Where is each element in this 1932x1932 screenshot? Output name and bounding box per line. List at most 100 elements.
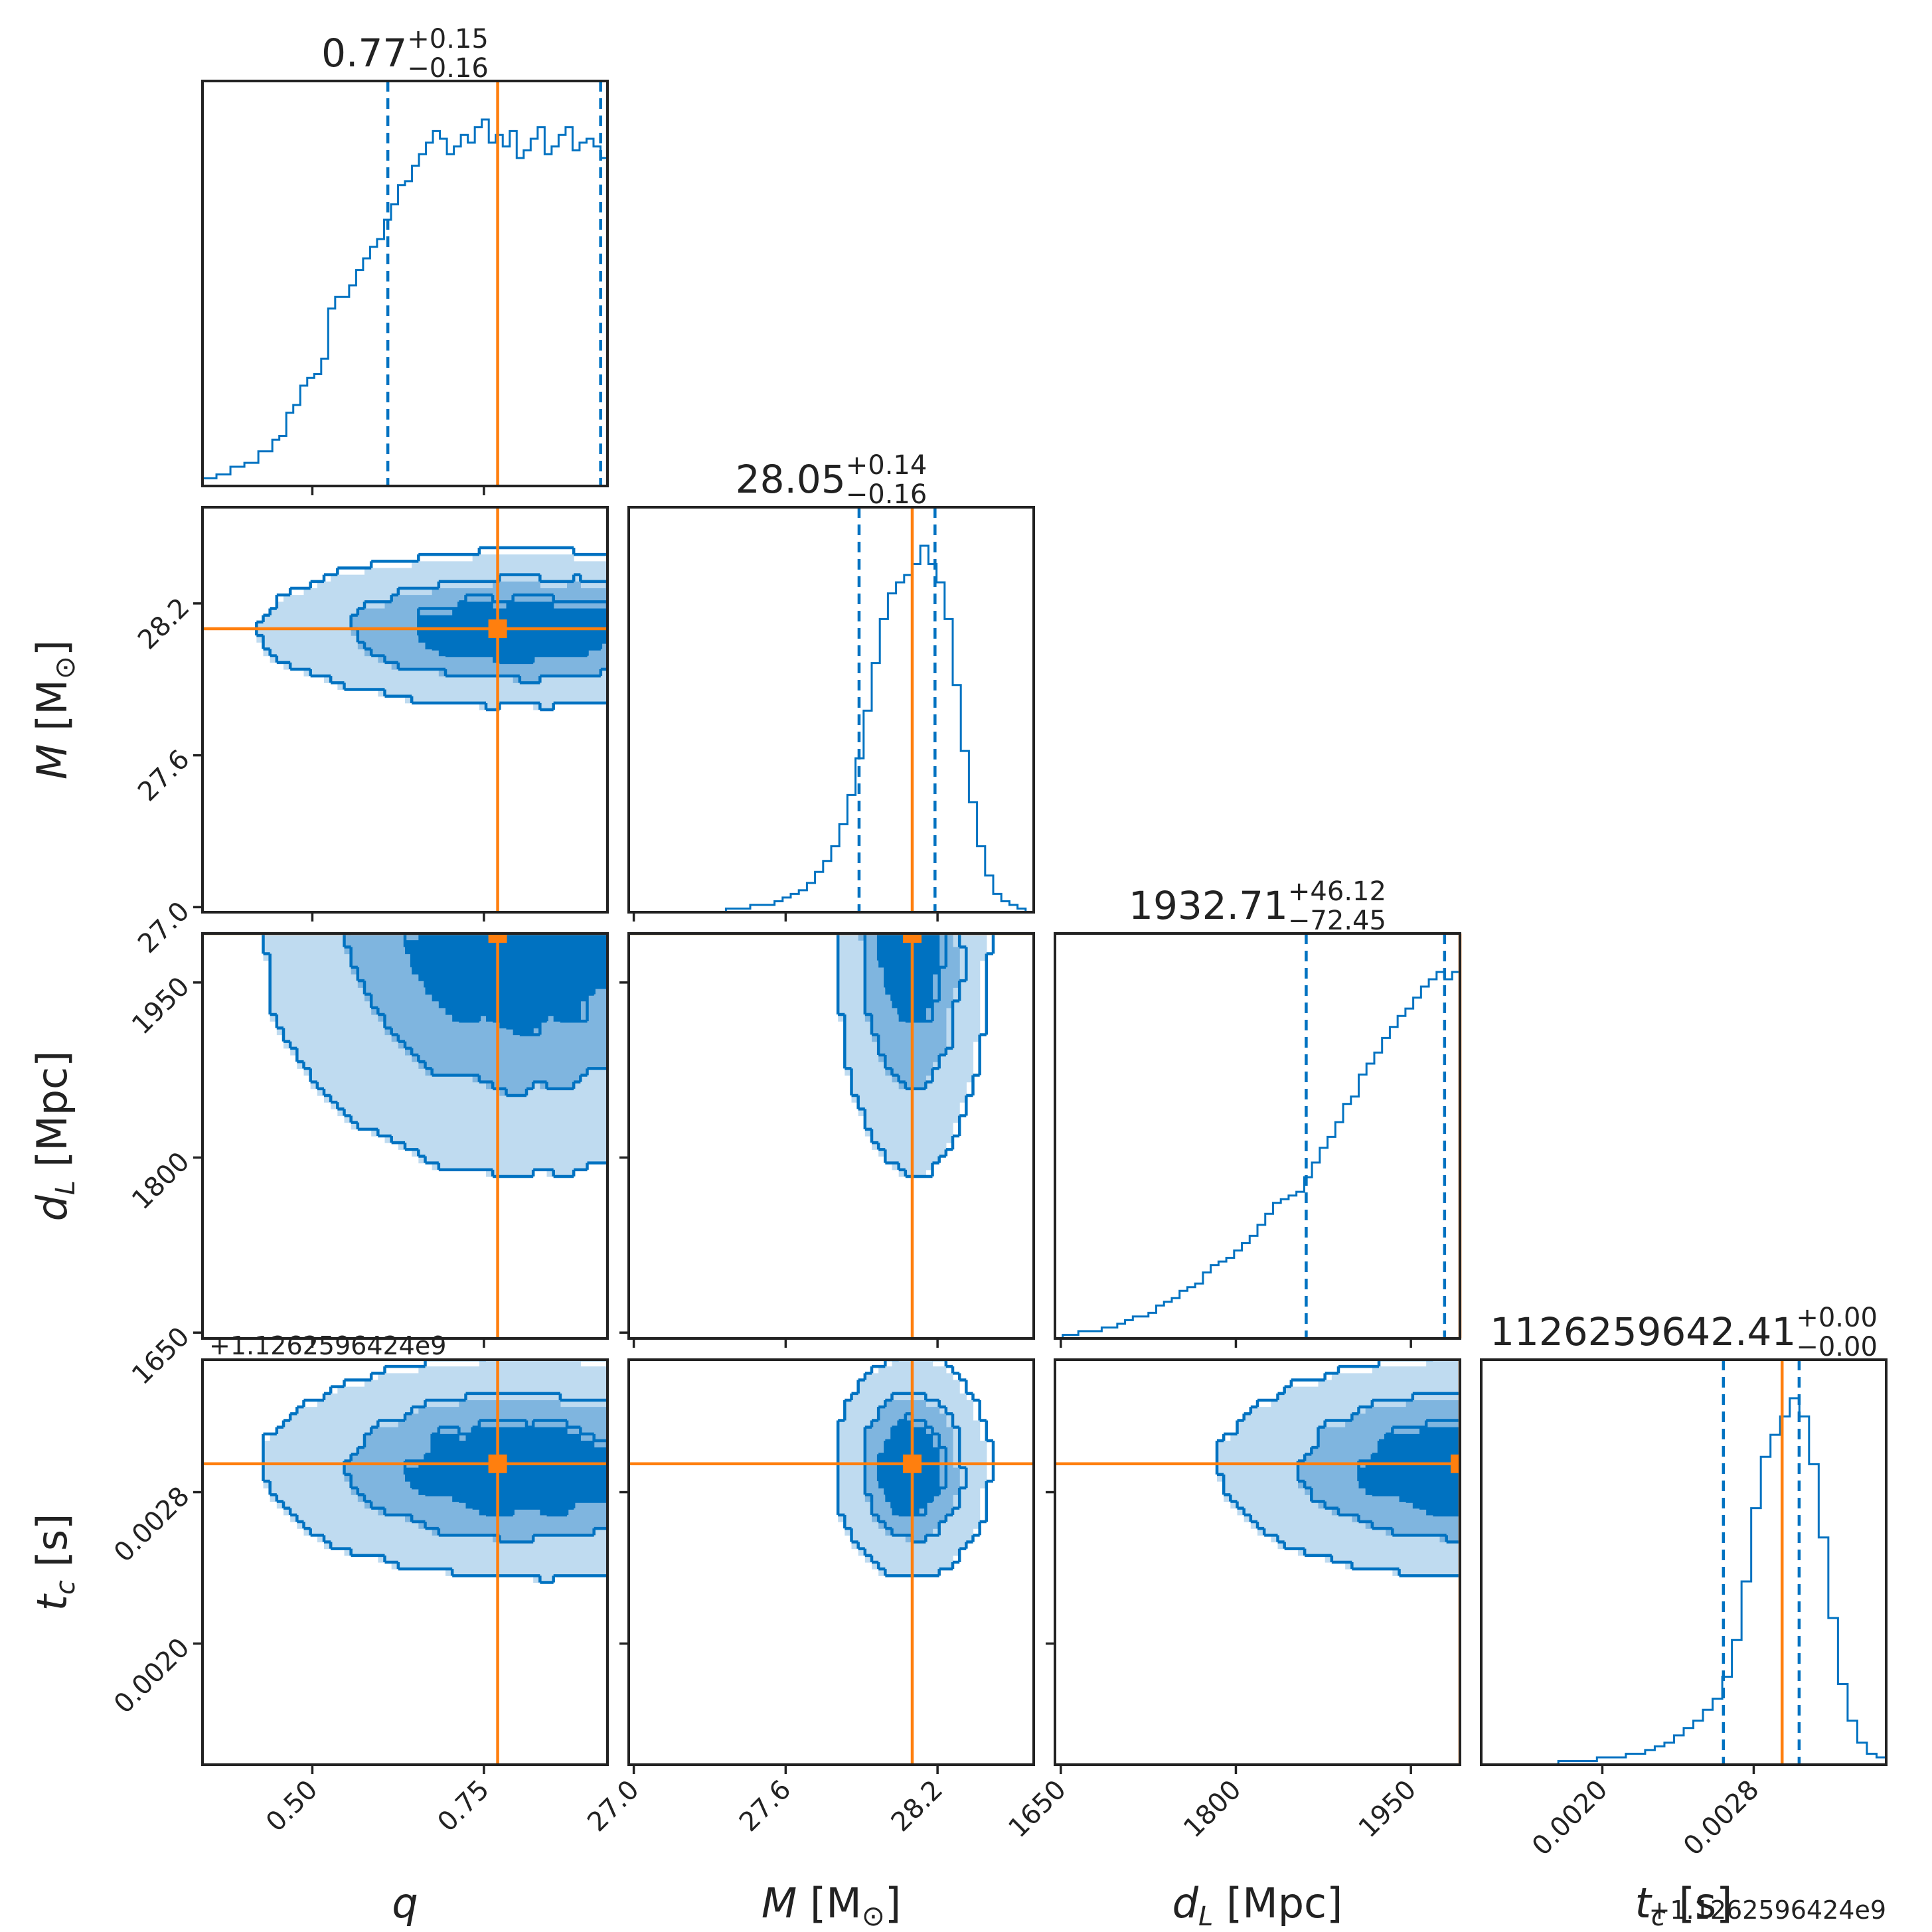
density-panel-tc-vs-q bbox=[201, 1358, 609, 1766]
truth-marker bbox=[488, 619, 507, 638]
panel-background bbox=[1481, 1360, 1886, 1765]
truth-marker bbox=[1451, 1454, 1460, 1473]
axis-unit-close: ] bbox=[28, 640, 76, 656]
contour-line-level-3 bbox=[403, 1419, 607, 1517]
axis-unit: [s] bbox=[28, 1514, 76, 1580]
contour-line-level-2 bbox=[349, 573, 607, 684]
density-panel-dL-vs-M bbox=[627, 932, 1035, 1340]
axis-subscript: ⊙ bbox=[48, 656, 81, 679]
axis-symbol: d bbox=[1172, 1879, 1199, 1927]
axis-unit: [s] bbox=[1666, 1879, 1732, 1927]
axis-symbol: q bbox=[392, 1879, 418, 1927]
axis-label-tc: tc [s] bbox=[1635, 1879, 1733, 1932]
panel-title-M: 28.05+0.14 −0.16 bbox=[736, 450, 927, 510]
x-tick-label-dL: 1800 bbox=[1178, 1775, 1248, 1844]
axis-unit-open: [M bbox=[28, 679, 76, 744]
y-tick-label-dL: 1650 bbox=[126, 1321, 196, 1391]
axis-symbol: d bbox=[28, 1194, 76, 1221]
panel-title-dL: 1932.71+46.12 −72.45 bbox=[1129, 876, 1386, 936]
y-tick-label-tc: 0.0028 bbox=[108, 1481, 195, 1568]
axis-unit-open: [M bbox=[797, 1879, 861, 1927]
density-panel-M-vs-q bbox=[201, 506, 609, 914]
density-panel-dL-vs-q bbox=[201, 932, 609, 1340]
x-tick-label-q: 0.50 bbox=[260, 1775, 324, 1838]
contour-line-level-2 bbox=[343, 1392, 607, 1544]
contours bbox=[202, 507, 607, 912]
contour-line-level-3 bbox=[876, 933, 948, 1023]
contours bbox=[202, 1360, 607, 1765]
x-tick-label-q: 0.75 bbox=[432, 1775, 495, 1838]
axis-unit: [Mpc] bbox=[1213, 1879, 1342, 1927]
contour-line-level-1 bbox=[255, 546, 607, 712]
y-offset-text: +1.1262596424e9 bbox=[209, 1331, 446, 1360]
contour-line-level-3 bbox=[876, 1412, 948, 1517]
panels-layer bbox=[201, 80, 1888, 1766]
density-panel-tc-vs-dL bbox=[1054, 1358, 1461, 1766]
title-value: 1932.71 bbox=[1129, 883, 1288, 928]
title-value: 1126259642.41 bbox=[1490, 1309, 1796, 1354]
axis-symbol: t bbox=[1635, 1879, 1653, 1927]
histogram-tc bbox=[1481, 1397, 1886, 1766]
title-plus: +0.00 bbox=[1796, 1303, 1878, 1333]
axis-symbol: M bbox=[762, 1879, 797, 1927]
title-plus: +46.12 bbox=[1288, 876, 1386, 907]
panel-frame bbox=[201, 506, 609, 914]
contour-line-level-2 bbox=[863, 1392, 968, 1544]
panel-background bbox=[629, 507, 1034, 912]
y-tick-label-dL: 1800 bbox=[126, 1147, 196, 1216]
title-minus: −72.45 bbox=[1288, 906, 1386, 936]
contour-line-level-2 bbox=[858, 933, 968, 1091]
contours bbox=[629, 933, 1034, 1338]
contour-line-level-3 bbox=[403, 933, 607, 1036]
contour-fill-level-3 bbox=[405, 933, 607, 1036]
panel-frame bbox=[627, 506, 1035, 914]
title-plus: +0.14 bbox=[846, 450, 927, 481]
panel-frame bbox=[1054, 932, 1461, 1340]
axis-subscript: c bbox=[1651, 1901, 1666, 1932]
title-minus: −0.00 bbox=[1796, 1332, 1878, 1362]
truth-marker bbox=[903, 1454, 922, 1473]
axis-unit: [Mpc] bbox=[28, 1051, 76, 1180]
x-offset-text: +1.1262596424e9 bbox=[1649, 1895, 1886, 1925]
y-tick-label-M: 27.6 bbox=[132, 744, 196, 808]
title-value: 0.77 bbox=[321, 31, 407, 76]
title-minus: −0.16 bbox=[407, 53, 489, 84]
panel-frame bbox=[201, 80, 609, 487]
axis-symbol: M bbox=[28, 744, 76, 780]
contour-line-level-2 bbox=[1296, 1392, 1460, 1544]
axis-subscript: c bbox=[50, 1580, 81, 1595]
contour-line-level-1 bbox=[1215, 1360, 1460, 1577]
axis-label-tc: tc [s] bbox=[28, 1514, 81, 1611]
y-tick-label-tc: 0.0020 bbox=[108, 1633, 195, 1720]
hist-panel-dL bbox=[1054, 932, 1462, 1340]
x-tick-label-dL: 1650 bbox=[1003, 1775, 1072, 1844]
title-minus: −0.16 bbox=[846, 479, 927, 510]
axis-label-dL: dL [Mpc] bbox=[28, 1051, 81, 1222]
panel-frame bbox=[627, 1358, 1035, 1766]
panel-frame bbox=[201, 932, 609, 1340]
title-plus: +0.15 bbox=[407, 24, 489, 54]
contour-fill-level-3 bbox=[418, 602, 607, 663]
x-tick-label-tc: 0.0028 bbox=[1678, 1775, 1765, 1862]
x-tick-label-tc: 0.0020 bbox=[1526, 1775, 1613, 1862]
hist-panel-M bbox=[627, 506, 1035, 914]
panel-title-tc: 1126259642.41+0.00 −0.00 bbox=[1490, 1303, 1878, 1362]
axis-label-M: M [M⊙] bbox=[762, 1879, 901, 1932]
axis-symbol: t bbox=[28, 1593, 76, 1611]
y-tick-label-M: 28.2 bbox=[132, 592, 196, 656]
contour-line-level-3 bbox=[417, 593, 607, 665]
histogram-M bbox=[629, 544, 1034, 914]
axis-label-M: M [M⊙] bbox=[28, 640, 81, 779]
truth-marker bbox=[488, 1454, 507, 1473]
contour-line-level-3 bbox=[1357, 1419, 1460, 1517]
contour-line-level-1 bbox=[262, 933, 607, 1178]
panel-frame bbox=[1054, 1358, 1461, 1766]
contour-line-level-1 bbox=[836, 1360, 995, 1577]
panel-frame bbox=[627, 932, 1035, 1340]
axis-subscript: ⊙ bbox=[862, 1899, 885, 1932]
contours bbox=[629, 1360, 1034, 1765]
truth-marker bbox=[903, 933, 922, 943]
contours bbox=[202, 933, 607, 1338]
